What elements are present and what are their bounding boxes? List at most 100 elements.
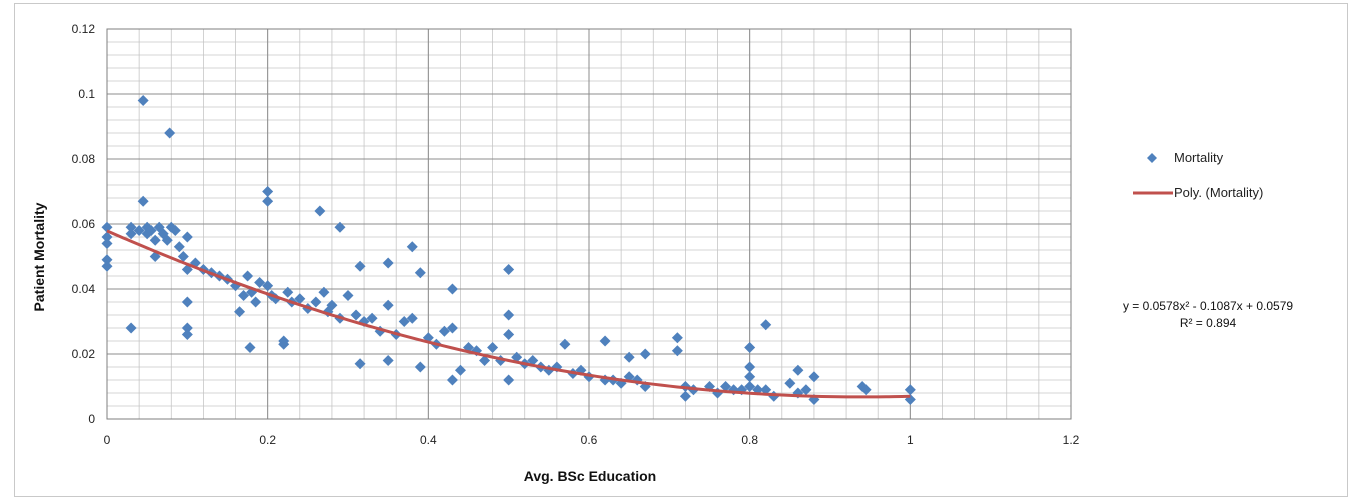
data-point bbox=[623, 351, 635, 363]
data-point bbox=[145, 225, 157, 236]
data-point bbox=[503, 374, 515, 386]
data-point bbox=[342, 290, 354, 301]
data-point bbox=[438, 325, 450, 337]
data-point bbox=[314, 205, 326, 217]
y-axis-ticks: 0 0.02 0.04 0.06 0.08 0.1 0.12 bbox=[72, 22, 96, 426]
x-tick-label: 0 bbox=[104, 433, 111, 447]
data-point bbox=[671, 345, 683, 357]
data-point bbox=[282, 286, 294, 298]
x-tick-label: 0.6 bbox=[581, 433, 598, 447]
mortality-points bbox=[101, 95, 916, 405]
data-point bbox=[101, 231, 113, 243]
data-point bbox=[479, 355, 491, 366]
poly-trendline bbox=[106, 229, 911, 399]
y-tick-label: 0.06 bbox=[72, 217, 96, 231]
data-point bbox=[503, 329, 515, 340]
data-point bbox=[720, 381, 732, 392]
data-point bbox=[744, 371, 756, 383]
data-point bbox=[446, 374, 458, 386]
data-point bbox=[354, 260, 366, 272]
data-point bbox=[406, 312, 418, 324]
data-point bbox=[446, 283, 458, 295]
data-point bbox=[101, 254, 113, 266]
data-point bbox=[503, 309, 515, 321]
data-point bbox=[250, 296, 262, 308]
data-point bbox=[559, 338, 571, 350]
x-axis-title: Avg. BSc Education bbox=[524, 468, 657, 484]
y-tick-label: 0.04 bbox=[72, 282, 96, 296]
data-point bbox=[382, 299, 394, 311]
data-point bbox=[511, 351, 523, 363]
data-point bbox=[181, 322, 193, 334]
data-point bbox=[334, 221, 346, 233]
data-point bbox=[278, 338, 290, 350]
data-point bbox=[137, 95, 149, 106]
data-point bbox=[904, 384, 916, 396]
y-tick-label: 0.08 bbox=[72, 152, 96, 166]
data-point bbox=[354, 358, 366, 370]
data-point bbox=[808, 371, 820, 383]
legend-label-mortality: Mortality bbox=[1174, 150, 1224, 165]
data-point bbox=[101, 260, 113, 272]
data-point bbox=[254, 277, 266, 288]
data-point bbox=[181, 296, 193, 308]
data-point bbox=[760, 384, 772, 396]
data-point bbox=[149, 234, 161, 246]
legend: Mortality Poly. (Mortality) bbox=[1133, 150, 1263, 200]
data-point bbox=[366, 312, 378, 324]
trend-r-squared: R² = 0.894 bbox=[1180, 316, 1237, 330]
data-point bbox=[382, 355, 394, 366]
data-point bbox=[238, 290, 250, 301]
data-point bbox=[860, 384, 872, 396]
data-point bbox=[262, 280, 274, 292]
x-tick-label: 0.8 bbox=[741, 433, 758, 447]
y-tick-label: 0.02 bbox=[72, 347, 96, 361]
data-point bbox=[234, 306, 246, 318]
legend-marker-mortality bbox=[1147, 153, 1157, 163]
major-grid bbox=[106, 28, 1072, 420]
data-point bbox=[177, 251, 189, 262]
data-point bbox=[760, 319, 772, 331]
data-point bbox=[792, 364, 804, 376]
data-point bbox=[800, 384, 812, 396]
data-point bbox=[679, 390, 691, 402]
x-tick-label: 1 bbox=[907, 433, 914, 447]
legend-label-poly: Poly. (Mortality) bbox=[1174, 185, 1263, 200]
data-point bbox=[382, 257, 394, 269]
data-point bbox=[406, 241, 418, 253]
data-point bbox=[398, 316, 410, 327]
data-point bbox=[744, 361, 756, 373]
data-point bbox=[318, 286, 330, 298]
x-tick-label: 0.4 bbox=[420, 433, 437, 447]
y-tick-label: 0.1 bbox=[78, 87, 95, 101]
data-point bbox=[101, 238, 113, 249]
data-point bbox=[744, 342, 756, 353]
data-point bbox=[169, 225, 181, 236]
data-point bbox=[639, 348, 651, 360]
data-point bbox=[446, 322, 458, 334]
data-point bbox=[173, 241, 185, 253]
data-point bbox=[744, 381, 756, 392]
data-point bbox=[671, 332, 683, 344]
data-point bbox=[326, 299, 338, 311]
data-point bbox=[125, 221, 137, 233]
y-tick-label: 0.12 bbox=[72, 22, 96, 36]
data-point bbox=[181, 329, 193, 340]
data-point bbox=[137, 195, 149, 207]
x-tick-label: 1.2 bbox=[1063, 433, 1080, 447]
data-point bbox=[242, 270, 254, 282]
data-point bbox=[414, 361, 426, 373]
data-point bbox=[164, 127, 176, 139]
data-point bbox=[125, 322, 137, 334]
x-axis-ticks: 0 0.2 0.4 0.6 0.8 1 1.2 bbox=[104, 433, 1080, 447]
data-point bbox=[454, 364, 466, 376]
data-point bbox=[414, 267, 426, 279]
data-point bbox=[294, 293, 306, 305]
data-point bbox=[101, 221, 113, 233]
data-point bbox=[350, 309, 362, 321]
data-point bbox=[784, 377, 796, 389]
data-point bbox=[262, 195, 274, 207]
data-point bbox=[310, 296, 322, 308]
y-axis-title: Patient Mortality bbox=[31, 202, 47, 311]
